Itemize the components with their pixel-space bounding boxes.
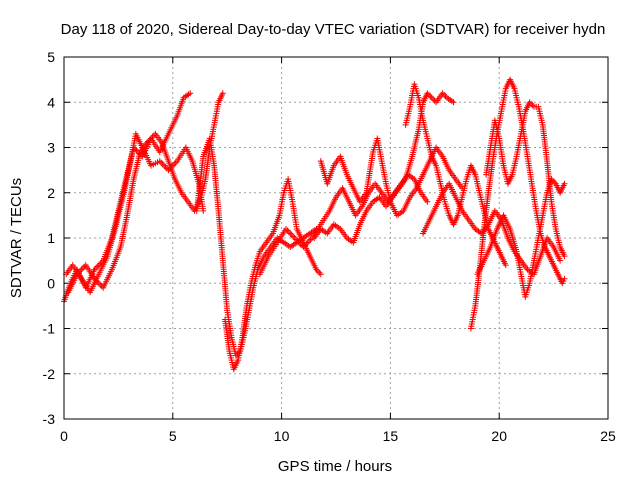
x-axis-ticks: 0 5 10 15 20 25 [60,57,616,444]
y-tick-label: 1 [47,230,55,246]
data-point [187,90,194,97]
data-point [561,275,568,282]
data-point [424,198,431,205]
plot-frame [63,56,609,420]
x-tick-label: 25 [600,428,616,444]
x-tick-label: 20 [491,428,507,444]
data-point [561,180,568,187]
y-tick-label: 2 [47,185,55,201]
x-tick-label: 10 [274,428,290,444]
y-tick-label: -1 [43,321,56,337]
data-point [557,257,564,264]
data-point [502,262,509,269]
data-point [172,159,179,166]
x-tick-label: 5 [169,428,177,444]
chart-title: Day 118 of 2020, Sidereal Day-to-day VTE… [61,21,606,38]
x-tick-label: 0 [60,428,68,444]
data-point [290,233,297,240]
data-point [285,228,292,235]
data-point [450,99,457,106]
data-point [529,102,536,109]
y-tick-label: 3 [47,140,55,156]
data-point [94,263,101,270]
data-point [317,271,324,278]
data-points [61,76,568,373]
y-tick-label: 5 [47,49,55,65]
y-tick-label: 4 [47,94,55,110]
data-point [97,281,104,288]
data-point [316,269,323,276]
data-point [200,207,207,214]
data-point [219,90,226,97]
y-tick-label: -2 [43,366,56,382]
y-tick-label: 0 [47,275,55,291]
data-point [561,253,568,260]
data-point [79,265,86,272]
data-point [428,94,435,101]
data-point [288,231,295,238]
y-axis-ticks: -3 -2 -1 0 1 2 3 4 5 [43,49,608,427]
x-tick-label: 15 [383,428,399,444]
data-point [158,159,165,166]
data-point [427,93,434,100]
data-point [442,93,449,100]
x-axis-label: GPS time / hours [278,458,392,475]
data-point [171,161,178,168]
data-point [306,238,313,245]
data-point [287,230,294,237]
y-tick-label: -3 [43,411,56,427]
grid [64,57,608,419]
data-point [430,96,437,103]
y-axis-label: SDTVAR / TECUs [8,178,25,298]
